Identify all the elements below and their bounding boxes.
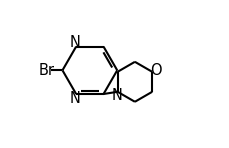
Text: N: N — [69, 91, 80, 106]
Text: Br: Br — [39, 63, 55, 78]
Text: N: N — [69, 35, 80, 50]
Text: O: O — [150, 63, 161, 78]
Text: N: N — [111, 89, 122, 103]
